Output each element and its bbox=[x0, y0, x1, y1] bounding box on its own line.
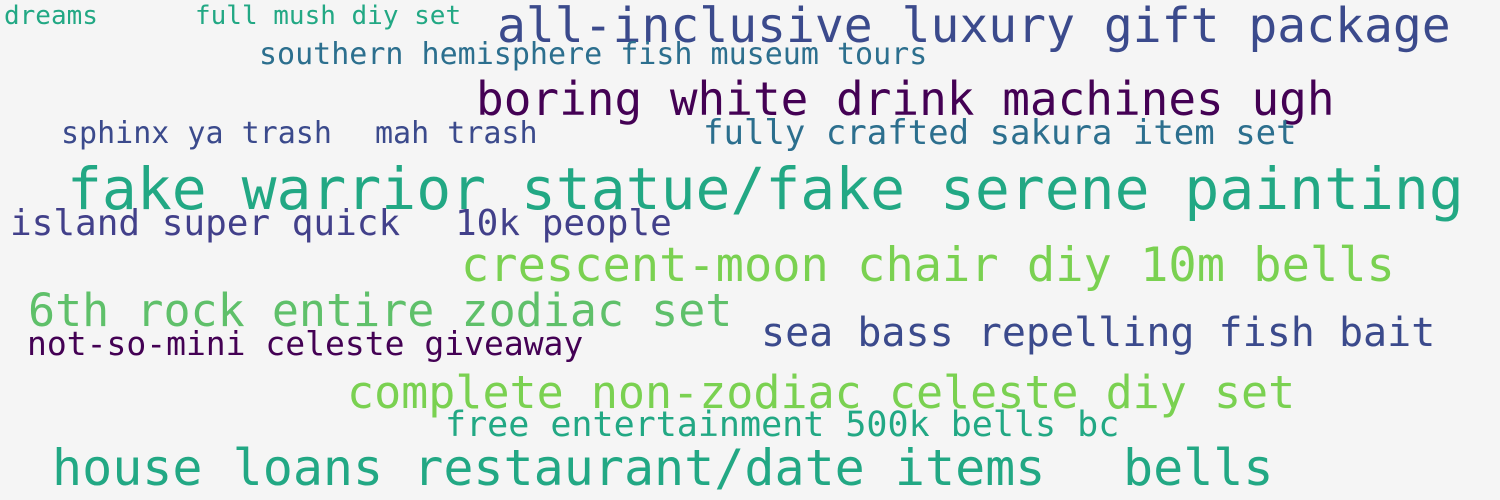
word-full-mush-diy-set: full mush diy set bbox=[195, 1, 462, 31]
word-free-entertainment-500k-bells-bc: free entertainment 500k bells bc bbox=[445, 405, 1120, 445]
word-bells: bells bbox=[1123, 439, 1274, 497]
word-dreams: dreams bbox=[4, 1, 98, 31]
word-10k-people: 10k people bbox=[455, 203, 672, 244]
word-fully-crafted-sakura-item-set: fully crafted sakura item set bbox=[703, 113, 1297, 153]
word-mah-trash: mah trash bbox=[375, 116, 538, 151]
word-island-super-quick: island super quick bbox=[10, 203, 401, 244]
word-house-loans-restaurant-date-items: house loans restaurant/date items bbox=[52, 439, 1046, 497]
word-not-so-mini-celeste-giveaway: not-so-mini celeste giveaway bbox=[27, 324, 584, 363]
word-crescent-moon-chair-diy-10m-bells: crescent-moon chair diy 10m bells bbox=[461, 238, 1395, 293]
word-boring-white-drink-machines-ugh: boring white drink machines ugh bbox=[476, 72, 1335, 126]
word-southern-hemisphere-fish-museum-tours: southern hemisphere fish museum tours bbox=[259, 37, 928, 72]
word-sphinx-ya-trash: sphinx ya trash bbox=[61, 116, 332, 151]
word-fake-warrior-statue-fake-serene-painting: fake warrior statue/fake serene painting bbox=[67, 155, 1464, 223]
word-sea-bass-repelling-fish-bait: sea bass repelling fish bait bbox=[761, 310, 1436, 356]
word-all-inclusive-luxury-gift-package: all-inclusive luxury gift package bbox=[497, 0, 1451, 54]
word-complete-non-zodiac-celeste-diy-set: complete non-zodiac celeste diy set bbox=[347, 366, 1296, 419]
word-6th-rock-entire-zodiac-set: 6th rock entire zodiac set bbox=[28, 284, 733, 337]
